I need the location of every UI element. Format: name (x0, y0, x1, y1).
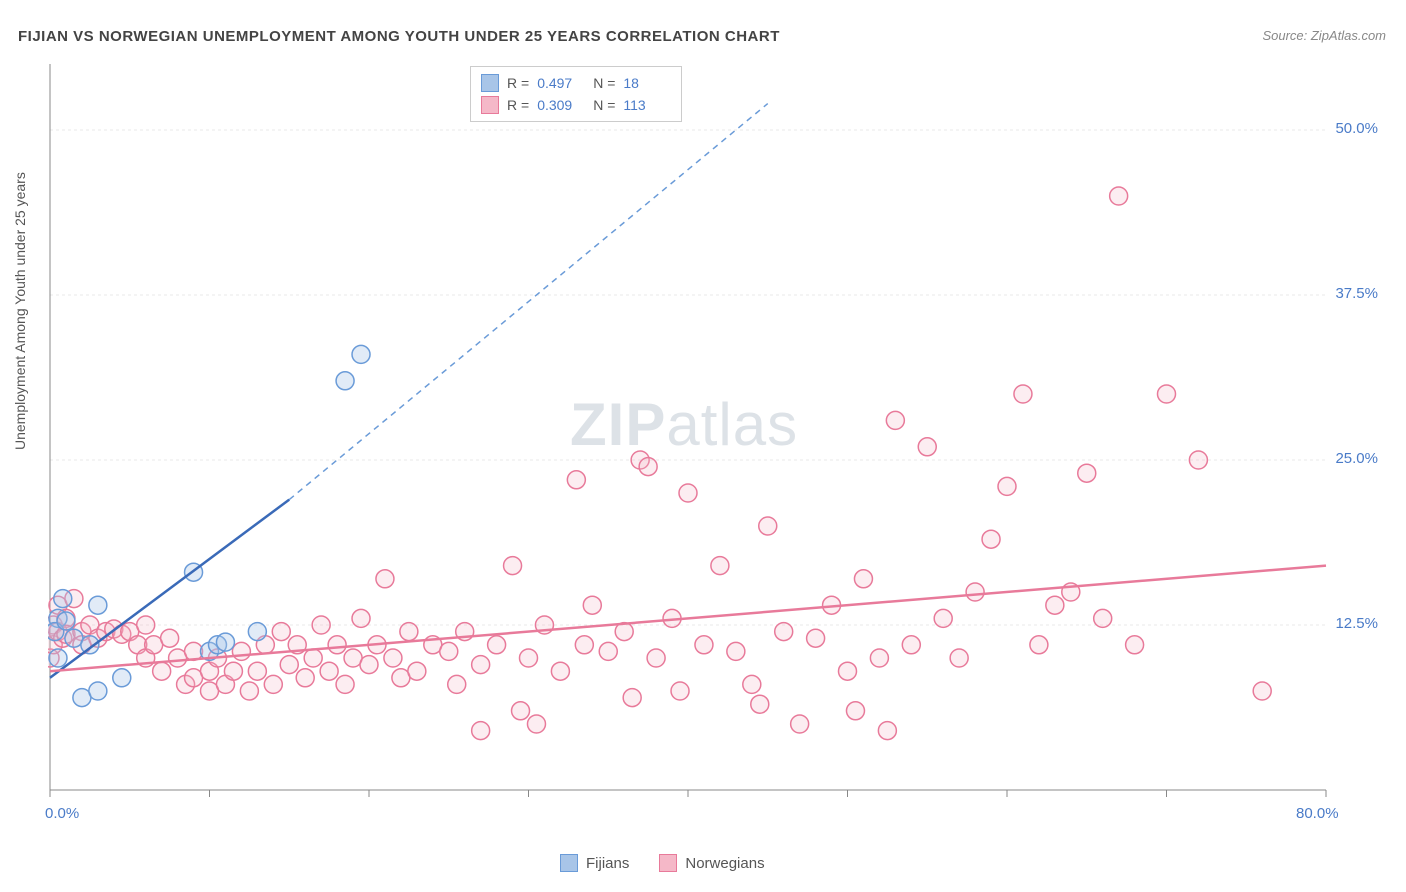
n-label: N = (593, 75, 615, 91)
y-tick-label: 50.0% (1335, 120, 1378, 137)
legend-label-fijians: Fijians (586, 855, 629, 872)
n-label: N = (593, 97, 615, 113)
legend-item-fijians: Fijians (560, 854, 629, 872)
y-tick-label: 37.5% (1335, 285, 1378, 302)
y-axis-label: Unemployment Among Youth under 25 years (12, 172, 28, 450)
swatch-fijians (481, 74, 499, 92)
n-value-fijians: 18 (623, 75, 671, 91)
scatter-plot (48, 62, 1386, 820)
chart-area: 12.5% 25.0% 37.5% 50.0% 0.0% 80.0% (48, 62, 1386, 820)
swatch-fijians (560, 854, 578, 872)
chart-title: FIJIAN VS NORWEGIAN UNEMPLOYMENT AMONG Y… (18, 28, 780, 45)
legend-label-norwegians: Norwegians (685, 855, 764, 872)
source-attribution: Source: ZipAtlas.com (1262, 28, 1386, 43)
r-value-norwegians: 0.309 (537, 97, 585, 113)
series-legend: Fijians Norwegians (560, 854, 765, 872)
correlation-legend: R = 0.497 N = 18 R = 0.309 N = 113 (470, 66, 682, 122)
x-tick-label: 80.0% (1296, 805, 1339, 822)
swatch-norwegians (481, 96, 499, 114)
legend-row-norwegians: R = 0.309 N = 113 (481, 94, 671, 116)
y-tick-label: 25.0% (1335, 450, 1378, 467)
legend-item-norwegians: Norwegians (659, 854, 764, 872)
r-label: R = (507, 75, 529, 91)
swatch-norwegians (659, 854, 677, 872)
legend-row-fijians: R = 0.497 N = 18 (481, 72, 671, 94)
x-tick-label: 0.0% (45, 805, 79, 822)
y-tick-label: 12.5% (1335, 615, 1378, 632)
n-value-norwegians: 113 (623, 97, 671, 113)
r-value-fijians: 0.497 (537, 75, 585, 91)
r-label: R = (507, 97, 529, 113)
